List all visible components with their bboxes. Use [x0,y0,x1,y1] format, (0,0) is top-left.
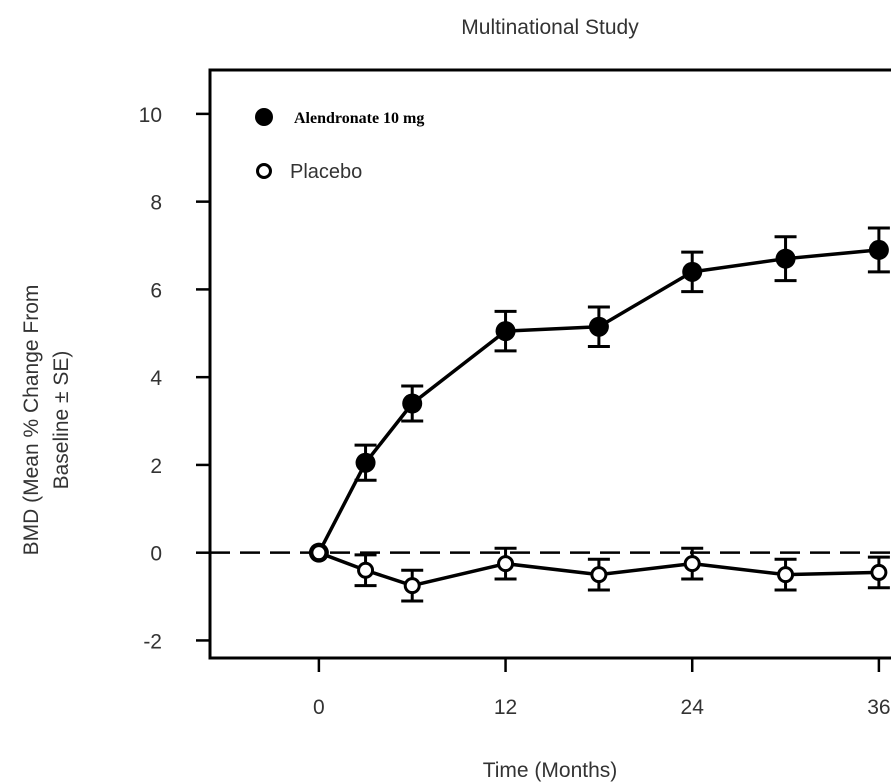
x-tick-label: 36 [867,696,890,719]
data-point [775,248,796,269]
series-placebo [310,544,890,603]
y-tick-label: 4 [150,367,162,390]
data-point [310,544,328,562]
y-tick-label: 8 [150,192,162,215]
data-point [355,452,376,473]
series-alendronate [308,226,890,563]
data-point [682,261,703,282]
y-tick-label: 2 [150,455,162,478]
data-point [590,566,608,584]
y-tick-label: 10 [139,104,162,127]
legend-marker-alendronate [255,108,273,126]
data-point [870,563,888,581]
y-tick-label: 6 [150,279,162,302]
data-point [357,561,375,579]
data-point [497,555,515,573]
data-point [402,393,423,414]
data-point [777,566,795,584]
y-axis-label-line1: BMD (Mean % Change From [20,285,43,556]
data-point [403,577,421,595]
data-point [495,321,516,342]
y-tick-label: 0 [150,543,162,566]
data-point [868,239,889,260]
y-axis-label: BMD (Mean % Change From Baseline ± SE) [20,285,73,556]
legend: Alendronate 10 mg Placebo [255,108,424,183]
legend-marker-placebo [256,163,272,179]
series-layer [308,226,890,603]
y-tick-label: -2 [143,630,162,653]
x-tick-label: 12 [494,696,517,719]
x-axis: 0 12 24 36 [313,658,891,719]
x-tick-label: 24 [681,696,705,719]
legend-label-alendronate: Alendronate 10 mg [294,110,424,127]
x-axis-label: Time (Months) [483,759,618,782]
legend-label-placebo: Placebo [290,161,362,183]
data-point [588,316,609,337]
x-tick-label: 0 [313,696,325,719]
plot-frame [208,68,891,660]
chart-title: Multinational Study [461,16,639,39]
y-axis: -2 0 2 4 6 8 10 [139,104,210,653]
series-line [317,248,880,554]
data-point [683,555,701,573]
y-axis-label-line2: Baseline ± SE) [50,351,73,490]
